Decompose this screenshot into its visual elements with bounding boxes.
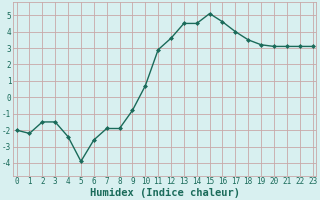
X-axis label: Humidex (Indice chaleur): Humidex (Indice chaleur) — [90, 188, 240, 198]
